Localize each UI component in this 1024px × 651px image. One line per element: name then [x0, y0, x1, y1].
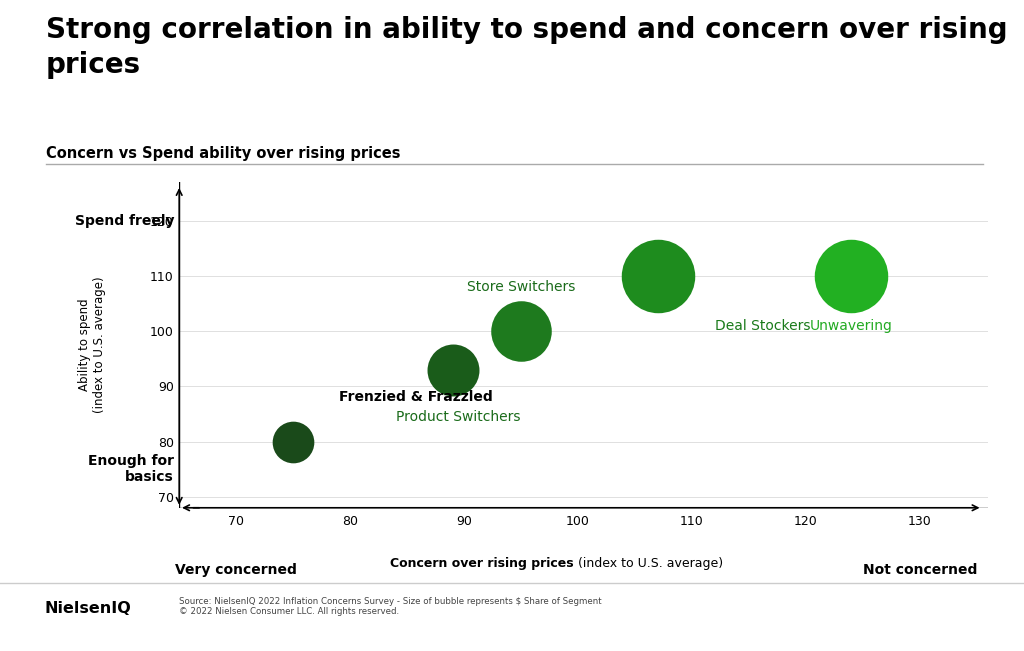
- Point: [513, 326, 529, 337]
- Text: Not concerned: Not concerned: [862, 563, 977, 577]
- Point: [285, 436, 301, 447]
- Text: Frenzied & Frazzled: Frenzied & Frazzled: [339, 391, 493, 404]
- Text: Store Switchers: Store Switchers: [467, 280, 575, 294]
- Text: Deal Stockers: Deal Stockers: [715, 319, 810, 333]
- Text: NielsenIQ: NielsenIQ: [44, 601, 131, 616]
- Text: Strong correlation in ability to spend and concern over rising
prices: Strong correlation in ability to spend a…: [46, 16, 1008, 79]
- Text: Enough for
basics: Enough for basics: [88, 454, 174, 484]
- Text: Concern over rising prices: Concern over rising prices: [390, 557, 578, 570]
- Point: [843, 271, 859, 281]
- Text: Product Switchers: Product Switchers: [395, 409, 520, 424]
- Text: Ability to spend
(index to U.S. average): Ability to spend (index to U.S. average): [78, 277, 106, 413]
- Text: Spend freely: Spend freely: [75, 214, 174, 228]
- Text: Unwavering: Unwavering: [810, 319, 893, 333]
- Point: [649, 271, 666, 281]
- Text: Concern vs Spend ability over rising prices: Concern vs Spend ability over rising pri…: [46, 146, 400, 161]
- Text: (index to U.S. average): (index to U.S. average): [578, 557, 723, 570]
- Point: [444, 365, 461, 375]
- Text: Source: NielsenIQ 2022 Inflation Concerns Survey - Size of bubble represents $ S: Source: NielsenIQ 2022 Inflation Concern…: [179, 597, 602, 616]
- Text: Very concerned: Very concerned: [175, 563, 297, 577]
